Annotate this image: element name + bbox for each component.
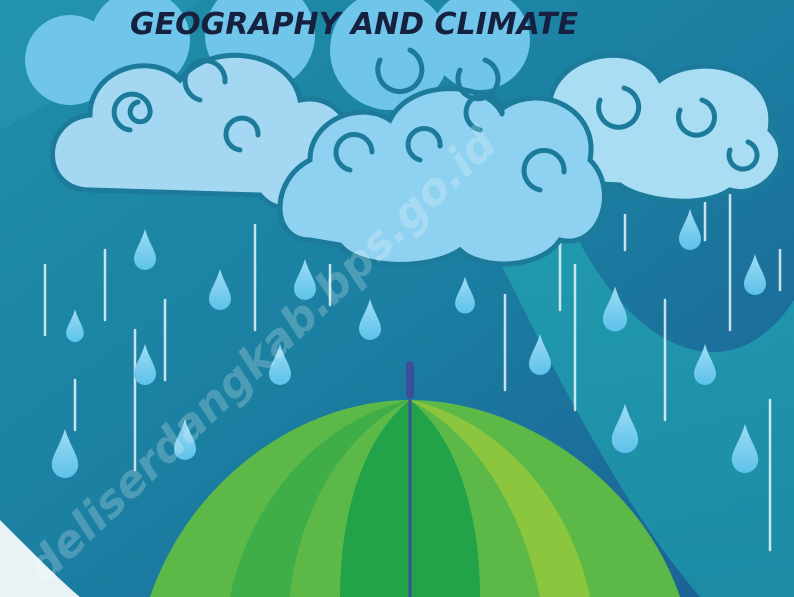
rain-drop [134, 229, 156, 270]
rain-drop [744, 254, 766, 295]
clouds [25, 0, 784, 267]
umbrella [150, 361, 680, 597]
umbrella-panel [410, 400, 590, 597]
rain-drop [694, 344, 716, 385]
rain-drop [359, 299, 381, 340]
rain-drop [455, 276, 475, 314]
rain-drop [209, 269, 231, 310]
rain-drop [134, 344, 156, 385]
rain-drop [679, 209, 701, 250]
rain-drop [731, 423, 759, 473]
rain-drop [294, 259, 316, 300]
rain-drop [611, 403, 639, 453]
rain-drop [529, 334, 551, 375]
rain-drop [66, 309, 84, 342]
title: GEOGRAPHY AND CLIMATE [130, 7, 578, 42]
cloud-middle [277, 86, 607, 267]
corner-shape [0, 520, 80, 597]
rain-drop [269, 344, 291, 385]
rain-drop [174, 419, 196, 460]
umbrella-panel [230, 400, 410, 597]
rain-drop [602, 286, 628, 332]
rain-drop [51, 428, 79, 478]
cloud-swirls [111, 47, 760, 193]
